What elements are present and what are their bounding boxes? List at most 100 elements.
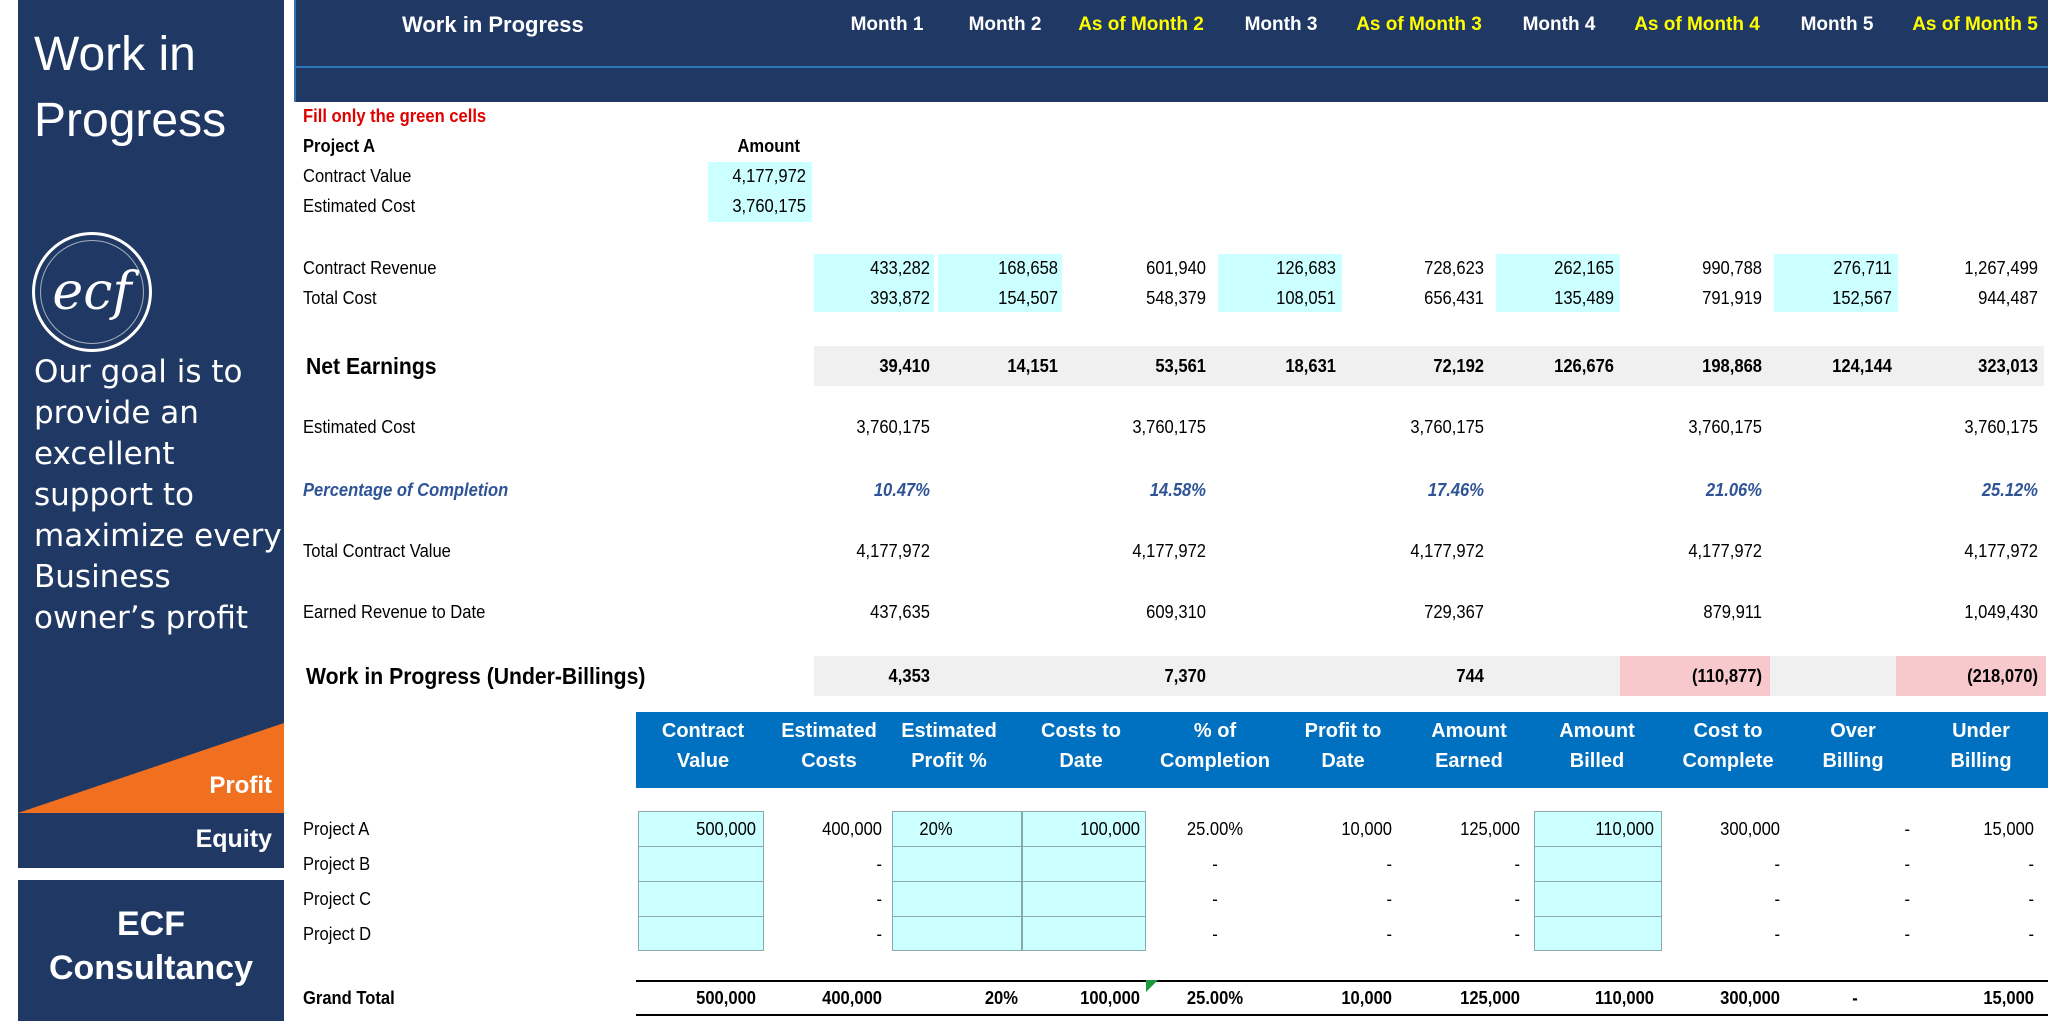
net-earnings-row-background	[814, 346, 2044, 386]
project-a-estimated-costs: 400,000	[822, 819, 882, 839]
project-d-amount-earned: -	[1514, 924, 1520, 944]
col-estimated-profit-pct: Estimated Profit %	[901, 720, 997, 772]
grand-total-cost-to-complete: 300,000	[1720, 988, 1780, 1008]
contract-value-input[interactable]: 4,177,972	[732, 166, 806, 186]
pct-completion-as-of-month-5: 25.12%	[1981, 480, 2038, 500]
estimated-cost-month-1: 3,760,175	[856, 417, 930, 437]
project-b-pct-completion: -	[1212, 854, 1218, 874]
company-name-panel: ECF Consultancy	[18, 880, 284, 1021]
earned-revenue-as-of-month-5: 1,049,430	[1964, 602, 2038, 622]
project-b-estimated-costs: -	[876, 854, 882, 874]
net-earnings-month-3: 18,631	[1285, 356, 1336, 376]
sidebar-title-line-1: Work in	[34, 28, 196, 81]
project-b-under-billing: -	[2028, 854, 2034, 874]
grand-total-under-billing: 15,000	[1983, 988, 2034, 1008]
contract-revenue-as-of-month-2: 601,940	[1146, 258, 1206, 278]
sidebar: Work in Progress ecf Our goal is to prov…	[0, 0, 292, 1021]
company-name-line-2: Consultancy	[48, 949, 254, 987]
col-amount-earned: Amount Earned	[1431, 720, 1507, 772]
wip-month-1: 4,353	[888, 666, 930, 686]
total-cost-as-of-month-2: 548,379	[1146, 288, 1206, 308]
wip-as-of-month-3: 744	[1456, 666, 1484, 686]
total-contract-value-label: Total Contract Value	[303, 541, 451, 561]
grand-total-costs-to-date: 100,000	[1080, 988, 1140, 1008]
column-header-month-4: Month 4	[1522, 14, 1596, 35]
company-name-line-1: ECF	[117, 905, 185, 943]
month-5-input-cells	[1774, 254, 1898, 312]
project-label: Project A	[303, 136, 376, 156]
project-b-profit-to-date: -	[1386, 854, 1392, 874]
wip-month-5-negative-highlight	[1896, 656, 2046, 696]
grand-total-top-border	[636, 980, 2048, 982]
wip-as-of-month-5: (218,070)	[1967, 666, 2038, 686]
instruction-text: Fill only the green cells	[303, 106, 487, 126]
total-cost-as-of-month-3: 656,431	[1424, 288, 1484, 308]
sidebar-panel: Work in Progress ecf Our goal is to prov…	[18, 0, 284, 868]
net-earnings-as-of-month-2: 53,561	[1155, 356, 1206, 376]
wip-as-of-month-4: (110,877)	[1692, 666, 1762, 686]
grand-total-estimated-profit: 20%	[984, 988, 1018, 1008]
earned-revenue-month-1: 437,635	[870, 602, 930, 622]
net-earnings-month-4: 126,676	[1554, 356, 1614, 376]
project-a-amount-billed[interactable]: 110,000	[1595, 819, 1654, 839]
grand-total-label: Grand Total	[303, 988, 395, 1008]
contract-revenue-month-3[interactable]: 126,683	[1276, 258, 1336, 278]
total-cost-month-2[interactable]: 154,507	[998, 288, 1058, 308]
contract-revenue-month-5[interactable]: 276,711	[1833, 258, 1892, 278]
col-contract-value: Contract Value	[661, 720, 745, 772]
project-d-profit-to-date: -	[1386, 924, 1392, 944]
column-header-as-of-month-2: As of Month 2	[1078, 14, 1204, 35]
total-contract-value-as-of-month-3: 4,177,972	[1410, 541, 1484, 561]
contract-revenue-month-1[interactable]: 433,282	[870, 258, 930, 278]
project-a-estimated-profit[interactable]: 20%	[919, 819, 953, 839]
col-under-billing: Under Billing	[1950, 720, 2012, 772]
project-c-under-billing: -	[2028, 889, 2034, 909]
grand-total-pct-completion: 25.00%	[1186, 988, 1244, 1008]
column-header-month-5: Month 5	[1800, 14, 1874, 35]
project-a-pct-completion: 25.00%	[1186, 819, 1244, 839]
pct-completion-as-of-month-4: 21.06%	[1705, 480, 1762, 500]
total-cost-month-5[interactable]: 152,567	[1832, 288, 1892, 308]
column-header-month-1: Month 1	[850, 14, 924, 35]
month-4-input-cells	[1496, 254, 1620, 312]
project-a-contract-value[interactable]: 500,000	[696, 819, 756, 839]
comment-indicator-icon	[1146, 980, 1158, 992]
month-3-input-cells	[1218, 254, 1342, 312]
orange-accent-shape	[18, 723, 284, 813]
earned-revenue-as-of-month-2: 609,310	[1146, 602, 1206, 622]
total-cost-month-3[interactable]: 108,051	[1276, 288, 1336, 308]
grand-total-amount-earned: 125,000	[1460, 988, 1520, 1008]
contract-revenue-as-of-month-4: 990,788	[1702, 258, 1762, 278]
project-c-profit-to-date: -	[1386, 889, 1392, 909]
contract-revenue-month-2[interactable]: 168,658	[998, 258, 1058, 278]
contract-revenue-as-of-month-3: 728,623	[1424, 258, 1484, 278]
total-cost-as-of-month-4: 791,919	[1702, 288, 1762, 308]
profit-label: Profit	[209, 772, 272, 799]
total-cost-month-1[interactable]: 393,872	[870, 288, 930, 308]
net-earnings-month-2: 14,151	[1007, 356, 1058, 376]
wip-month-4-negative-highlight	[1620, 656, 1770, 696]
total-contract-value-as-of-month-4: 4,177,972	[1688, 541, 1762, 561]
pct-completion-as-of-month-2: 14.58%	[1149, 480, 1206, 500]
project-a-costs-to-date[interactable]: 100,000	[1080, 819, 1140, 839]
col-estimated-costs: Estimated Costs	[781, 720, 877, 772]
project-a-under-billing: 15,000	[1983, 819, 2034, 839]
net-earnings-month-1: 39,410	[879, 356, 930, 376]
project-d-over-billing: -	[1904, 924, 1910, 944]
net-earnings-as-of-month-3: 72,192	[1433, 356, 1484, 376]
contract-revenue-month-4[interactable]: 262,165	[1554, 258, 1614, 278]
estimated-cost-input[interactable]: 3,760,175	[732, 196, 806, 216]
total-cost-label: Total Cost	[303, 288, 377, 308]
project-d-estimated-costs: -	[876, 924, 882, 944]
project-c-over-billing: -	[1904, 889, 1910, 909]
total-cost-month-4[interactable]: 135,489	[1554, 288, 1614, 308]
pct-completion-month-1: 10.47%	[873, 480, 930, 500]
net-earnings-as-of-month-5: 323,013	[1978, 356, 2038, 376]
project-a-profit-to-date: 10,000	[1341, 819, 1392, 839]
wip-row-background	[814, 656, 2044, 696]
project-c-amount-earned: -	[1514, 889, 1520, 909]
project-d-pct-completion: -	[1212, 924, 1218, 944]
percentage-of-completion-label: Percentage of Completion	[303, 480, 509, 500]
project-c-pct-completion: -	[1212, 889, 1218, 909]
ecf-logo: ecf	[32, 232, 152, 352]
